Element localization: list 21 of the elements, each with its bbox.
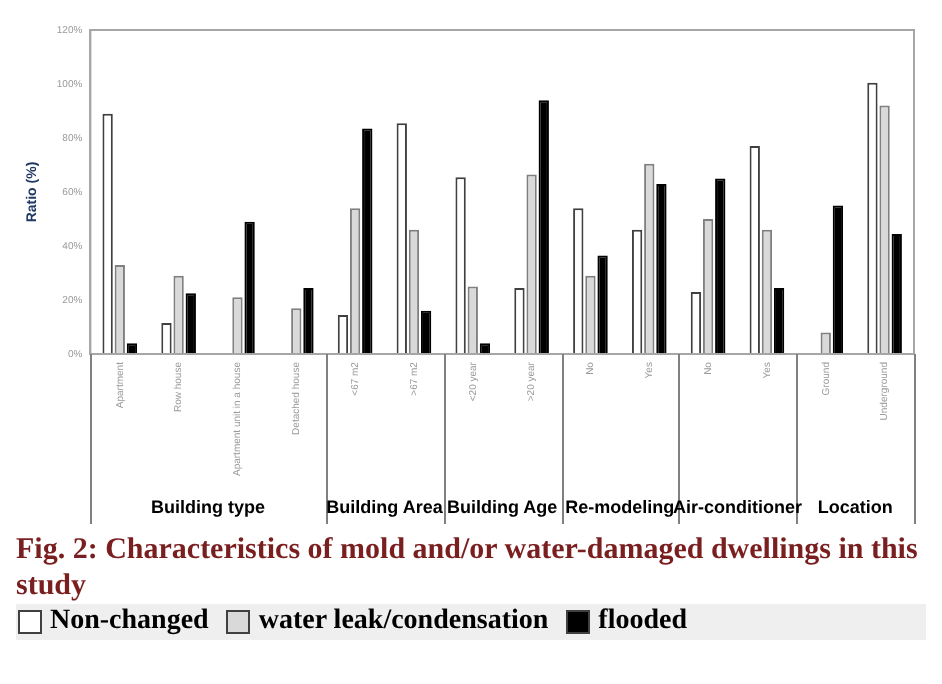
text: Air-conditioner xyxy=(673,496,803,517)
bar xyxy=(773,287,785,355)
bar xyxy=(420,310,432,355)
bar xyxy=(656,183,667,355)
text: Building Area xyxy=(326,496,445,517)
text: Location xyxy=(817,496,893,517)
text: Building type xyxy=(151,496,266,517)
text: Re-modeling xyxy=(565,496,675,517)
bar xyxy=(538,100,549,355)
text: Fig. 2: Characteristics of mold and/or water-damaged dwellings in this study xyxy=(16,532,920,604)
bar xyxy=(185,293,196,355)
bar xyxy=(362,128,373,355)
bar xyxy=(244,221,255,355)
bar xyxy=(715,178,726,355)
legend-label: flooded xyxy=(596,606,688,636)
bar xyxy=(303,287,314,355)
bar xyxy=(891,233,902,355)
legend-label: Non-changed xyxy=(48,606,209,636)
legend-label: water leak/condensation xyxy=(256,606,549,636)
text: Building Age xyxy=(447,496,558,517)
bar xyxy=(832,205,844,355)
